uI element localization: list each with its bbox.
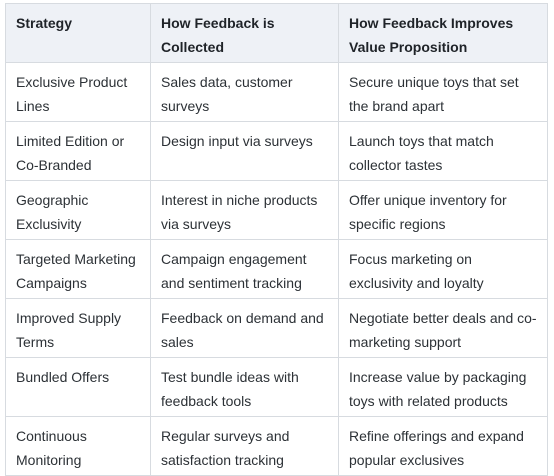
improvement-cell: Negotiate better deals and co-marketing … [338, 298, 548, 358]
header-how-feedback-improves: How Feedback Improves Value Proposition [338, 3, 548, 63]
collection-cell: Interest in niche products via surveys [150, 180, 339, 240]
improvement-cell: Focus marketing on exclusivity and loyal… [338, 239, 548, 299]
improvement-cell: Offer unique inventory for specific regi… [338, 180, 548, 240]
header-row: Strategy How Feedback is Collected How F… [5, 3, 548, 63]
strategy-cell: Targeted Marketing Campaigns [5, 239, 151, 299]
improvement-cell: Refine offerings and expand popular excl… [338, 416, 548, 476]
table-row: Bundled Offers Test bundle ideas with fe… [5, 357, 548, 417]
collection-cell: Sales data, customer surveys [150, 62, 339, 122]
strategy-table: Strategy How Feedback is Collected How F… [5, 3, 548, 476]
table-row: Geographic Exclusivity Interest in niche… [5, 180, 548, 240]
table-row: Exclusive Product Lines Sales data, cust… [5, 62, 548, 122]
improvement-cell: Secure unique toys that set the brand ap… [338, 62, 548, 122]
strategy-cell: Exclusive Product Lines [5, 62, 151, 122]
improvement-cell: Launch toys that match collector tastes [338, 121, 548, 181]
table-row: Improved Supply Terms Feedback on demand… [5, 298, 548, 358]
table-row: Continuous Monitoring Regular surveys an… [5, 416, 548, 476]
table-body: Exclusive Product Lines Sales data, cust… [5, 62, 548, 476]
collection-cell: Campaign engagement and sentiment tracki… [150, 239, 339, 299]
collection-cell: Regular surveys and satisfaction trackin… [150, 416, 339, 476]
strategy-cell: Limited Edition or Co-Branded [5, 121, 151, 181]
strategy-cell: Continuous Monitoring [5, 416, 151, 476]
table-row: Limited Edition or Co-Branded Design inp… [5, 121, 548, 181]
collection-cell: Feedback on demand and sales [150, 298, 339, 358]
improvement-cell: Increase value by packaging toys with re… [338, 357, 548, 417]
collection-cell: Design input via surveys [150, 121, 339, 181]
header-how-feedback-collected: How Feedback is Collected [150, 3, 339, 63]
strategy-cell: Bundled Offers [5, 357, 151, 417]
strategy-cell: Improved Supply Terms [5, 298, 151, 358]
collection-cell: Test bundle ideas with feedback tools [150, 357, 339, 417]
strategy-cell: Geographic Exclusivity [5, 180, 151, 240]
table-header: Strategy How Feedback is Collected How F… [5, 3, 548, 63]
table-row: Targeted Marketing Campaigns Campaign en… [5, 239, 548, 299]
header-strategy: Strategy [5, 3, 151, 63]
